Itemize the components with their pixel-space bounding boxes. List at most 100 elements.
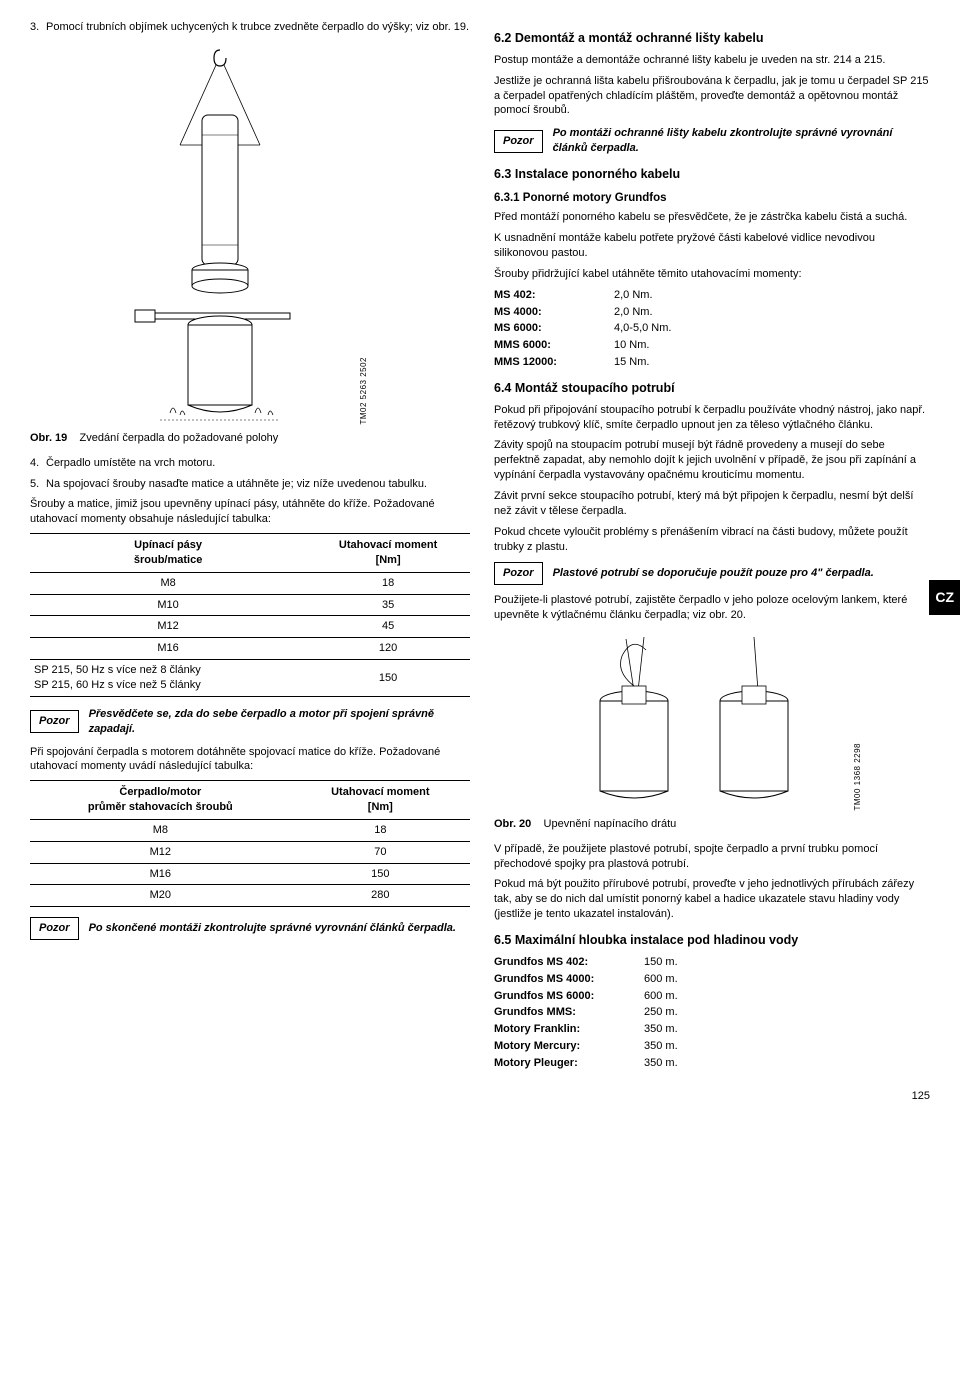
- paragraph: Před montáží ponorného kabelu se přesvěd…: [494, 210, 930, 225]
- td: 280: [291, 885, 470, 907]
- step-3: 3. Pomocí trubních objímek uchycených k …: [30, 20, 470, 35]
- td: 35: [306, 594, 470, 616]
- paragraph: Při spojování čerpadla s motorem dotáhně…: [30, 745, 470, 775]
- td: 18: [291, 819, 470, 841]
- paragraph: Závity spojů na stoupacím potrubí musejí…: [494, 438, 930, 483]
- table-row: M818: [30, 819, 470, 841]
- step-number: 3.: [30, 20, 46, 35]
- pozor-3: Pozor Po montáži ochranné lišty kabelu z…: [494, 126, 930, 156]
- step-number: 5.: [30, 477, 46, 492]
- spec-row: Grundfos MMS:250 m.: [494, 1005, 930, 1020]
- td: 150: [306, 660, 470, 697]
- spec-row: Grundfos MS 402:150 m.: [494, 955, 930, 970]
- th: Upínací pásy šroub/matice: [30, 534, 306, 573]
- pozor-label: Pozor: [494, 562, 543, 585]
- specs-6-5: Grundfos MS 402:150 m. Grundfos MS 4000:…: [494, 955, 930, 1071]
- spec-row: Motory Franklin:350 m.: [494, 1022, 930, 1037]
- heading-6-5: 6.5 Maximální hloubka instalace pod hlad…: [494, 932, 930, 949]
- spec-row: MS 402:2,0 Nm.: [494, 288, 930, 303]
- table-row: M20280: [30, 885, 470, 907]
- left-column: 3. Pomocí trubních objímek uchycených k …: [30, 20, 470, 1073]
- step-text: Na spojovací šrouby nasaďte matice a utá…: [46, 477, 470, 492]
- spec-row: MMS 12000:15 Nm.: [494, 355, 930, 370]
- table-2: Čerpadlo/motor průměr stahovacích šroubů…: [30, 780, 470, 907]
- td: SP 215, 50 Hz s více než 8 články SP 215…: [30, 660, 306, 697]
- spec-row: MMS 6000:10 Nm.: [494, 338, 930, 353]
- step-text: Pomocí trubních objímek uchycených k tru…: [46, 20, 470, 35]
- spec-row: MS 4000:2,0 Nm.: [494, 305, 930, 320]
- table-1: Upínací pásy šroub/matice Utahovací mome…: [30, 533, 470, 697]
- spec-row: Motory Pleuger:350 m.: [494, 1056, 930, 1071]
- td: 120: [306, 638, 470, 660]
- th: Čerpadlo/motor průměr stahovacích šroubů: [30, 781, 291, 820]
- fig19-caption: Obr. 19 Zvedání čerpadla do požadované p…: [30, 431, 470, 446]
- pozor-4: Pozor Plastové potrubí se doporučuje pou…: [494, 562, 930, 585]
- side-tab-cz: CZ: [929, 580, 960, 615]
- figure-20-code: TM00 1368 2298: [853, 743, 864, 811]
- paragraph: Jestliže je ochranná lišta kabelu přišro…: [494, 74, 930, 119]
- td: 70: [291, 841, 470, 863]
- figure-19: TM02 5263 2502: [120, 45, 340, 425]
- table-row: M16120: [30, 638, 470, 660]
- td: 18: [306, 572, 470, 594]
- spec-row: Grundfos MS 4000:600 m.: [494, 972, 930, 987]
- right-column: CZ 6.2 Demontáž a montáž ochranné lišty …: [494, 20, 930, 1073]
- figure-20: TM00 1368 2298: [554, 631, 834, 811]
- paragraph: Postup montáže a demontáže ochranné lišt…: [494, 53, 930, 68]
- pozor-text: Po montáži ochranné lišty kabelu zkontro…: [553, 126, 930, 156]
- step-4: 4. Čerpadlo umístěte na vrch motoru.: [30, 456, 470, 471]
- paragraph: Pokud chcete vyloučit problémy s přenáše…: [494, 525, 930, 555]
- td: M16: [30, 638, 306, 660]
- paragraph: Šrouby a matice, jimiž jsou upevněny upí…: [30, 497, 470, 527]
- heading-6-4: 6.4 Montáž stoupacího potrubí: [494, 380, 930, 397]
- table-row: M1035: [30, 594, 470, 616]
- th: Utahovací moment [Nm]: [306, 534, 470, 573]
- figure-19-code: TM02 5263 2502: [359, 357, 370, 425]
- td: M10: [30, 594, 306, 616]
- pozor-label: Pozor: [30, 917, 79, 940]
- step-5: 5. Na spojovací šrouby nasaďte matice a …: [30, 477, 470, 492]
- pozor-label: Pozor: [30, 710, 79, 733]
- paragraph: Pokud má být použito přírubové potrubí, …: [494, 877, 930, 922]
- td: M12: [30, 616, 306, 638]
- fig20-text: Upevnění napínacího drátu: [544, 818, 677, 830]
- td: 45: [306, 616, 470, 638]
- heading-6-3: 6.3 Instalace ponorného kabelu: [494, 166, 930, 183]
- th: Utahovací moment [Nm]: [291, 781, 470, 820]
- page: 3. Pomocí trubních objímek uchycených k …: [30, 20, 930, 1073]
- td: M8: [30, 572, 306, 594]
- pozor-label: Pozor: [494, 130, 543, 153]
- td: M16: [30, 863, 291, 885]
- pozor-text: Plastové potrubí se doporučuje použít po…: [553, 566, 930, 581]
- step-number: 4.: [30, 456, 46, 471]
- table-row: M1270: [30, 841, 470, 863]
- fig19-text: Zvedání čerpadla do požadované polohy: [80, 432, 279, 444]
- paragraph: Závit první sekce stoupacího potrubí, kt…: [494, 489, 930, 519]
- table-row: M16150: [30, 863, 470, 885]
- fig19-label: Obr. 19: [30, 432, 67, 444]
- step-text: Čerpadlo umístěte na vrch motoru.: [46, 456, 470, 471]
- page-number: 125: [30, 1089, 930, 1104]
- specs-6-3: MS 402:2,0 Nm. MS 4000:2,0 Nm. MS 6000:4…: [494, 288, 930, 370]
- pozor-1: Pozor Přesvědčete se, zda do sebe čerpad…: [30, 707, 470, 737]
- table-row: M818: [30, 572, 470, 594]
- pozor-text: Po skončené montáži zkontrolujte správné…: [89, 921, 470, 936]
- spec-row: Motory Mercury:350 m.: [494, 1039, 930, 1054]
- pozor-2: Pozor Po skončené montáži zkontrolujte s…: [30, 917, 470, 940]
- td: M12: [30, 841, 291, 863]
- heading-6-2: 6.2 Demontáž a montáž ochranné lišty kab…: [494, 30, 930, 47]
- td: M8: [30, 819, 291, 841]
- spec-row: MS 6000:4,0-5,0 Nm.: [494, 321, 930, 336]
- paragraph: Pokud při připojování stoupacího potrubí…: [494, 403, 930, 433]
- td: M20: [30, 885, 291, 907]
- td: 150: [291, 863, 470, 885]
- fig20-caption: Obr. 20 Upevnění napínacího drátu: [494, 817, 930, 832]
- paragraph: Použijete-li plastové potrubí, zajistěte…: [494, 593, 930, 623]
- paragraph: K usnadnění montáže kabelu potřete pryžo…: [494, 231, 930, 261]
- heading-6-3-1: 6.3.1 Ponorné motory Grundfos: [494, 191, 930, 207]
- paragraph: Šrouby přidržující kabel utáhněte těmito…: [494, 267, 930, 282]
- pozor-text: Přesvědčete se, zda do sebe čerpadlo a m…: [89, 707, 470, 737]
- table-row: SP 215, 50 Hz s více než 8 články SP 215…: [30, 660, 470, 697]
- spec-row: Grundfos MS 6000:600 m.: [494, 989, 930, 1004]
- paragraph: V případě, že použijete plastové potrubí…: [494, 842, 930, 872]
